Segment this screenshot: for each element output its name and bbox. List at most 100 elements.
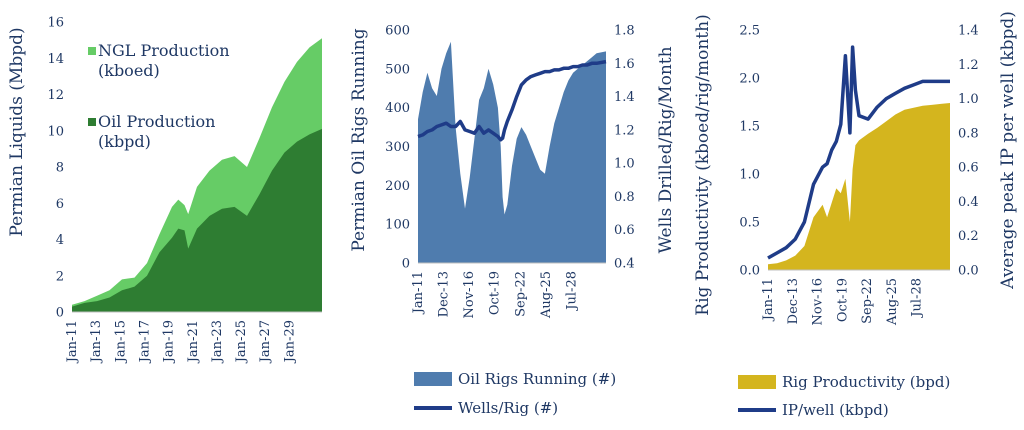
legend-swatch (414, 372, 452, 386)
y-tick-label: 200 (385, 179, 410, 194)
x-tick-label: Sep-22 (860, 278, 875, 324)
y2-tick-label: 0.8 (614, 190, 635, 205)
x-tick-label: Jan-19 (162, 320, 177, 364)
plot-area (417, 41, 607, 264)
x-tick-label: Jan-13 (89, 320, 104, 364)
chart-permian-liquids: Permian Liquids (Mbpd) 0 2 4 6 8 10 12 14 16 Jan… (7, 16, 322, 364)
legend-label-line2: (kbpd) (98, 132, 151, 151)
y2-tick-label: 1.0 (614, 157, 635, 172)
y2-tick-label: 1.4 (958, 24, 979, 39)
x-tick-label: Jul-28 (910, 278, 925, 319)
legend-wells-rig: Wells/Rig (#) (414, 399, 558, 417)
y-tick-label: 1.0 (739, 168, 760, 183)
x-tick-label: Jan-23 (210, 320, 225, 364)
y-tick-label: 2.0 (739, 72, 760, 87)
x-ticks: Jan-11 Dec-13 Nov-16 Oct-19 Sep-22 Aug-25 Jul-… (411, 271, 580, 319)
svg-text:Oil Production(kbpd): Oil Production (kbpd) (98, 112, 215, 151)
y-axis-title: Permian Liquids (Mbpd) (7, 27, 27, 236)
x-ticks: Jan-11 Dec-13 Nov-16 Oct-19 Sep-22 Aug-25 Jul-… (761, 278, 925, 326)
y-tick-label: 2 (56, 269, 64, 284)
x-tick-label: Jan-29 (282, 320, 297, 364)
x-tick-label: Aug-25 (885, 278, 900, 326)
y-tick-label: 0.0 (739, 264, 760, 279)
y2-axis-title: Wells Drilled/Rig/Month (656, 46, 676, 253)
y2-tick-label: 1.4 (614, 90, 635, 105)
x-tick-label: Jan-11 (411, 271, 426, 315)
y-tick-label: 600 (385, 24, 410, 39)
y2-tick-label: 0.4 (614, 257, 635, 272)
y2-tick-label: 0.0 (958, 264, 979, 279)
y-axis-title: Rig Productivity (kboed/rig/month) (693, 14, 713, 315)
y2-tick-label: 0.8 (958, 126, 979, 141)
y-axis-title: Permian Oil Rigs Running (349, 28, 369, 251)
x-tick-label: Nov-16 (462, 271, 477, 318)
chart-rigs-running: Permian Oil Rigs Running Wells Drilled/R… (349, 24, 676, 418)
y-ticks: 0 2 4 6 8 10 12 14 16 (47, 16, 64, 321)
y-tick-label: 500 (385, 62, 410, 77)
y-tick-label: 100 (385, 218, 410, 233)
legend-label: Rig Productivity (bpd) (782, 373, 950, 391)
y-tick-label: 0 (402, 257, 410, 272)
y-tick-label: 1.5 (739, 120, 760, 135)
chart-rig-productivity: Rig Productivity (kboed/rig/month) Avera… (693, 11, 1018, 419)
y-tick-label: 2.5 (739, 24, 760, 39)
legend-label-line2: (kboed) (98, 61, 160, 80)
x-tick-label: Oct-19 (835, 278, 850, 322)
legend-label-line1: NGL Production (98, 41, 230, 60)
legend-label-line1: Oil Production (98, 112, 215, 131)
x-tick-label: Nov-16 (811, 278, 826, 325)
x-tick-label: Jan-11 (65, 320, 80, 364)
legend-ngl: NGL Production (kboed) (88, 41, 230, 80)
svg-text:NGL Production(kboed): NGL Production (kboed) (98, 41, 230, 80)
legend-swatch (738, 375, 776, 389)
x-tick-label: Jan-11 (761, 278, 776, 322)
y2-tick-label: 0.2 (958, 229, 979, 244)
y-tick-label: 16 (47, 16, 64, 31)
y-tick-label: 14 (47, 52, 64, 67)
legend-label: IP/well (kbpd) (782, 401, 889, 419)
y-tick-label: 12 (47, 88, 64, 103)
y2-tick-label: 1.6 (614, 57, 635, 72)
x-tick-label: Jan-17 (138, 320, 153, 364)
legend-rig-productivity: Rig Productivity (bpd) (738, 373, 950, 391)
plot-area (767, 45, 950, 271)
y2-tick-label: 0.6 (614, 223, 635, 238)
y-tick-label: 400 (385, 101, 410, 116)
y-tick-label: 300 (385, 140, 410, 155)
x-tick-label: Dec-13 (786, 278, 801, 324)
x-tick-label: Jan-21 (186, 320, 201, 364)
line-ip-per-well (767, 45, 950, 260)
x-tick-label: Jan-25 (234, 320, 249, 364)
y-ticks: 0.0 0.5 1.0 1.5 2.0 2.5 (739, 24, 760, 279)
y2-tick-label: 1.2 (614, 123, 635, 138)
x-tick-label: Jan-15 (113, 320, 128, 364)
legend-swatch (88, 118, 96, 126)
y2-axis-title: Average peak IP per well (kbpd) (998, 11, 1018, 290)
x-ticks: Jan-11 Jan-13 Jan-15 Jan-17 Jan-19 Jan-21 Jan-… (65, 320, 297, 364)
legend-label: Oil Rigs Running (#) (458, 370, 616, 388)
y-tick-label: 4 (56, 233, 64, 248)
y2-tick-label: 1.8 (614, 24, 635, 39)
x-tick-label: Jan-27 (258, 320, 273, 364)
y-tick-label: 8 (56, 161, 64, 176)
y-tick-label: 6 (56, 197, 64, 212)
area-oil-production (72, 128, 322, 312)
legend-oil: Oil Production (kbpd) (88, 112, 215, 151)
x-tick-label: Oct-19 (488, 271, 503, 315)
x-tick-label: Aug-25 (539, 271, 554, 319)
y2-tick-label: 1.0 (958, 92, 979, 107)
y2-tick-label: 1.2 (958, 58, 979, 73)
legend-label: Wells/Rig (#) (458, 399, 558, 417)
area-rig-productivity (768, 103, 950, 270)
y2-tick-label: 0.4 (958, 195, 979, 210)
x-tick-label: Sep-22 (513, 271, 528, 317)
y-tick-label: 10 (47, 124, 64, 139)
y-ticks: 0 100 200 300 400 500 600 (385, 24, 410, 272)
x-tick-label: Dec-13 (437, 271, 452, 317)
y-tick-label: 0.5 (739, 216, 760, 231)
plot-area (72, 38, 322, 313)
legend-rigs: Oil Rigs Running (#) (414, 370, 616, 388)
x-tick-label: Jul-28 (565, 271, 580, 312)
